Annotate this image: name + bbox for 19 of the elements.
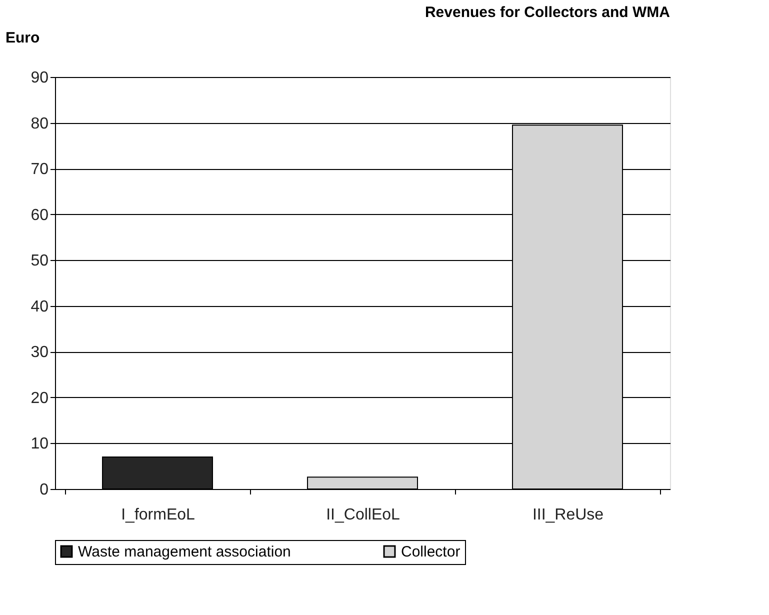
y-tick-label: 90 (30, 70, 49, 86)
bar (307, 476, 418, 490)
y-tick-label: 80 (30, 115, 49, 132)
legend-label: Waste management association (78, 544, 291, 561)
x-tick-label: III_ReUse (532, 506, 604, 524)
y-tick-label: 20 (30, 390, 49, 407)
x-tick-label: I_formEoL (121, 506, 196, 524)
x-tick-label: II_CollEoL (326, 506, 400, 524)
bar (102, 456, 213, 490)
y-tick-label: 30 (30, 344, 49, 362)
y-axis-title: Euro (6, 30, 40, 46)
y-tick-label: 40 (30, 298, 49, 316)
legend-label: Collector (401, 544, 460, 561)
y-tick-label: 0 (40, 482, 49, 498)
y-tick-label: 60 (30, 206, 49, 224)
y-tick-label: 70 (30, 161, 49, 178)
chart-title: Revenues for Collectors and WMA (424, 4, 670, 21)
y-tick-label: 10 (30, 436, 49, 453)
y-tick-label: 50 (30, 252, 49, 270)
